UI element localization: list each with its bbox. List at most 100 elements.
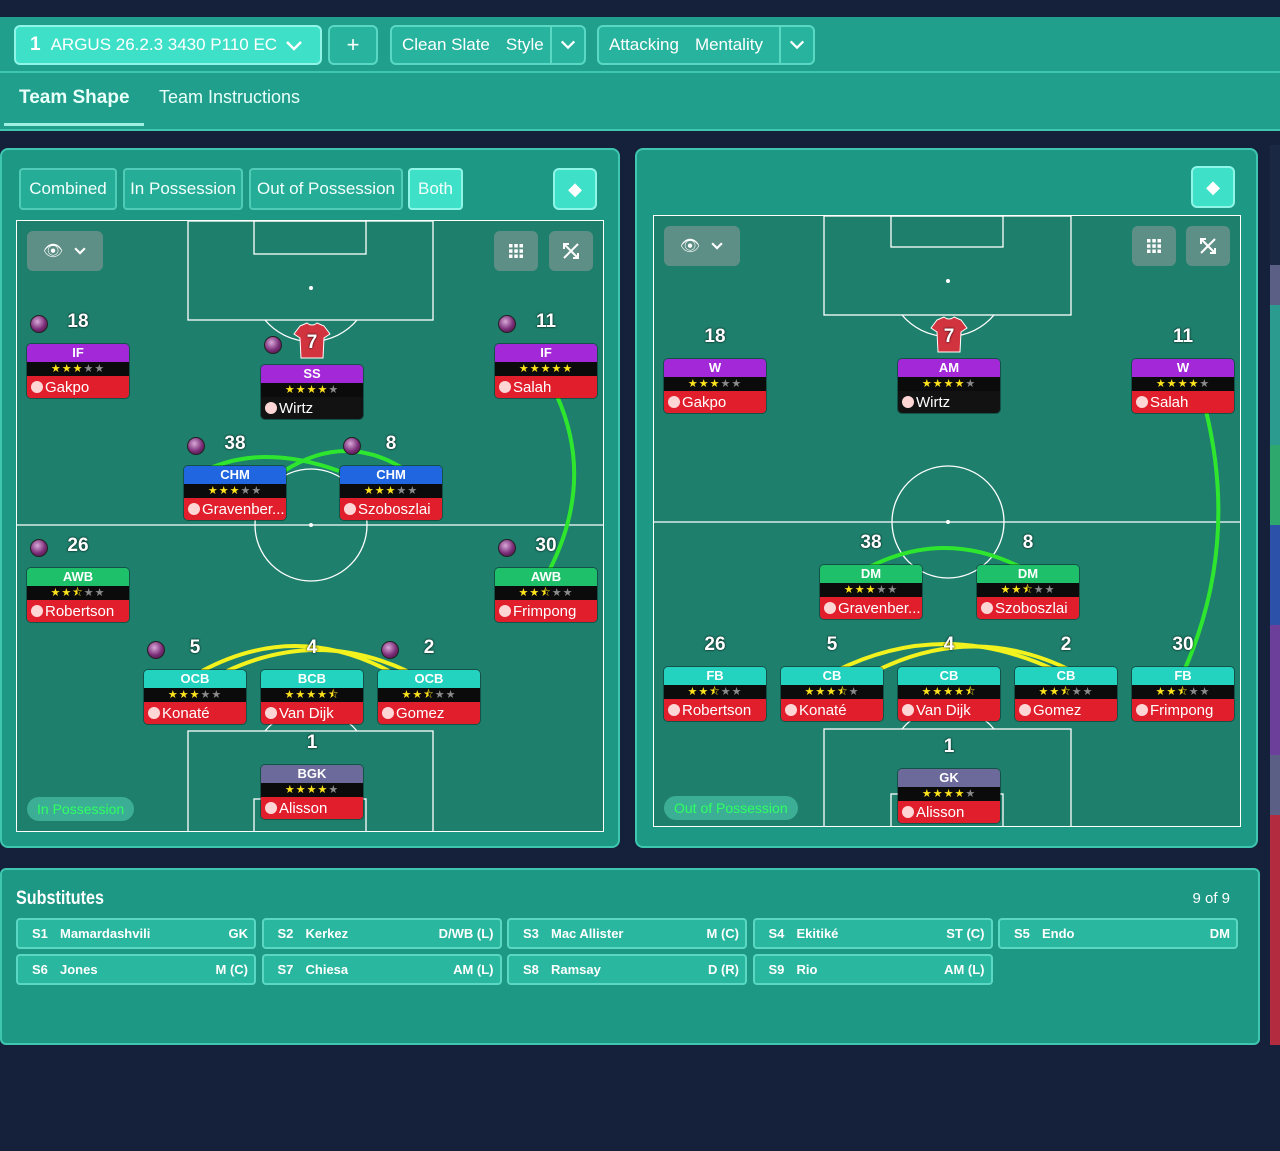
view-in-possession-button[interactable]: In Possession [123,168,243,210]
player-card[interactable]: SS ★★★★★ Wirtz [260,364,364,420]
substitute-item[interactable]: S8 Ramsay D (R) [507,954,747,985]
sub-name: Jones [60,962,98,977]
player-name-text: Van Dijk [916,702,971,719]
player-card[interactable]: DM ★★★★★ Gravenber... [819,564,923,620]
player-role: DM [820,565,922,583]
squad-number-text: 1 [943,736,955,757]
player-name-text: Gakpo [682,394,727,411]
squad-number-text: 4 [943,634,955,655]
player-name: Alisson [261,797,363,819]
player-card[interactable]: IF ★★★★★ Gakpo [26,343,130,399]
player-icon [31,605,43,617]
player-icon [382,707,394,719]
player-card[interactable]: CHM ★★★★★ Szoboszlai [339,465,443,521]
mentality-selector[interactable]: Attacking Mentality [597,25,815,65]
squad-number: 5 [780,630,884,660]
squad-number: 7 [260,328,364,358]
player-role: SS [261,365,363,383]
substitute-item[interactable]: S7 Chiesa AM (L) [261,954,502,985]
player-card[interactable]: CB ★★⯪★★ Gomez [1014,666,1118,722]
player-card[interactable]: FB ★★⯪★★ Robertson [663,666,767,722]
squad-number: 18 [26,307,130,337]
player-card[interactable]: AM ★★★★★ Wirtz [897,358,1001,414]
role-rating: ★★★★⯪ [261,688,363,702]
player-card[interactable]: AWB ★★⯪★★ Frimpong [494,567,598,623]
player-card[interactable]: CHM ★★★★★ Gravenber... [183,465,287,521]
role-rating: ★★⯪★★ [378,688,480,702]
player-role: IF [495,344,597,362]
view-both-button[interactable]: Both [408,168,463,210]
player-name-text: Szoboszlai [358,501,431,518]
edge-strip [1270,815,1280,1045]
player-card[interactable]: OCB ★★★★★ Konaté [143,669,247,725]
sub-name: Endo [1042,926,1075,941]
player-card[interactable]: GK ★★★★★ Alisson [897,768,1001,824]
expand-icon[interactable] [549,231,593,271]
view-combined-button[interactable]: Combined [19,168,117,210]
substitute-item[interactable]: S6 Jones M (C) [16,954,256,985]
sub-position: GK [228,926,249,941]
chevron-down-icon[interactable] [779,27,813,63]
substitute-item[interactable]: S2 Kerkez D/WB (L) [261,918,502,949]
visibility-toggle[interactable]: 👁 [27,231,103,271]
visibility-toggle[interactable]: 👁 [664,226,740,266]
ball-icon [343,437,361,455]
chevron-down-icon [711,242,723,250]
substitute-item[interactable]: S3 Mac Allister M (C) [507,918,747,949]
player-card[interactable]: AWB ★★⯪★★ Robertson [26,567,130,623]
player-card[interactable]: BCB ★★★★⯪ Van Dijk [260,669,364,725]
role-rating: ★★★★★ [261,783,363,797]
player-card[interactable]: W ★★★★★ Salah [1131,358,1235,414]
role-rating: ★★⯪★★ [495,586,597,600]
add-tactic-button[interactable]: + [328,25,378,65]
tab-team-shape[interactable]: Team Shape [19,87,130,108]
player-card[interactable]: DM ★★⯪★★ Szoboszlai [976,564,1080,620]
player-role: IF [27,344,129,362]
squad-number-text: 11 [535,311,557,332]
player-card[interactable]: OCB ★★⯪★★ Gomez [377,669,481,725]
role-rating: ★★⯪★★ [1132,685,1234,699]
squad-number: 26 [663,630,767,660]
squad-number: 26 [26,531,130,561]
player-card[interactable]: CB ★★★⯪★ Konaté [780,666,884,722]
squad-number: 18 [663,322,767,352]
substitute-item[interactable]: S4 Ekitiké ST (C) [752,918,993,949]
player-card[interactable]: W ★★★★★ Gakpo [663,358,767,414]
diamond-icon[interactable]: ◆ [553,168,597,210]
tab-team-instructions[interactable]: Team Instructions [159,87,301,107]
player-card[interactable]: FB ★★⯪★★ Frimpong [1131,666,1235,722]
role-rating: ★★⯪★★ [977,583,1079,597]
player-card[interactable]: IF ★★★★★ Salah [494,343,598,399]
ball-icon [187,437,205,455]
squad-number-text: 1 [306,732,318,753]
player-role: OCB [378,670,480,688]
sub-position: DM [1209,926,1230,941]
squad-number-text: 18 [67,311,89,332]
substitute-item[interactable]: S9 Rio AM (L) [752,954,993,985]
sub-position: M (C) [215,962,249,977]
substitute-item[interactable]: S1 Mamardashvili GK [16,918,256,949]
player-name: Gravenber... [184,498,286,520]
view-out-of-possession-button[interactable]: Out of Possession [249,168,403,210]
player-icon [265,802,277,814]
out-of-possession-panel: ◆ 👁 Out of Possess [635,148,1258,848]
player-icon [824,602,836,614]
sub-slot: S6 [32,962,48,977]
grid-icon[interactable] [494,231,538,271]
expand-icon[interactable] [1186,226,1230,266]
player-icon [499,381,511,393]
diamond-icon[interactable]: ◆ [1191,166,1235,208]
style-selector[interactable]: Clean Slate Style [390,25,586,65]
tactic-selector[interactable]: 1 ARGUS 26.2.3 3430 P110 EC [14,25,322,65]
sub-position: D (R) [707,962,739,977]
player-card[interactable]: CB ★★★★⯪ Van Dijk [897,666,1001,722]
ball-icon [147,641,165,659]
mentality-label: Mentality [694,35,763,54]
squad-number: 1 [260,728,364,758]
player-name: Gakpo [664,391,766,413]
grid-icon[interactable] [1132,226,1176,266]
chevron-down-icon[interactable] [550,27,584,63]
player-card[interactable]: BGK ★★★★★ Alisson [260,764,364,820]
substitute-item[interactable]: S5 Endo DM [998,918,1238,949]
ball-icon [498,539,516,557]
